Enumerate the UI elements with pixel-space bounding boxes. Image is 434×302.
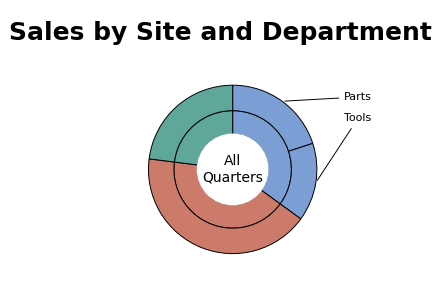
- Wedge shape: [280, 143, 317, 219]
- Wedge shape: [233, 111, 291, 204]
- Wedge shape: [233, 85, 313, 151]
- Text: Parts: Parts: [285, 92, 372, 102]
- Wedge shape: [174, 162, 280, 228]
- Wedge shape: [148, 159, 301, 254]
- Text: Tools: Tools: [317, 114, 372, 180]
- Wedge shape: [174, 111, 233, 165]
- Text: All
Quarters: All Quarters: [202, 154, 263, 185]
- Wedge shape: [149, 85, 233, 162]
- Text: Sales by Site and Department: Sales by Site and Department: [9, 21, 431, 45]
- Circle shape: [197, 134, 268, 205]
